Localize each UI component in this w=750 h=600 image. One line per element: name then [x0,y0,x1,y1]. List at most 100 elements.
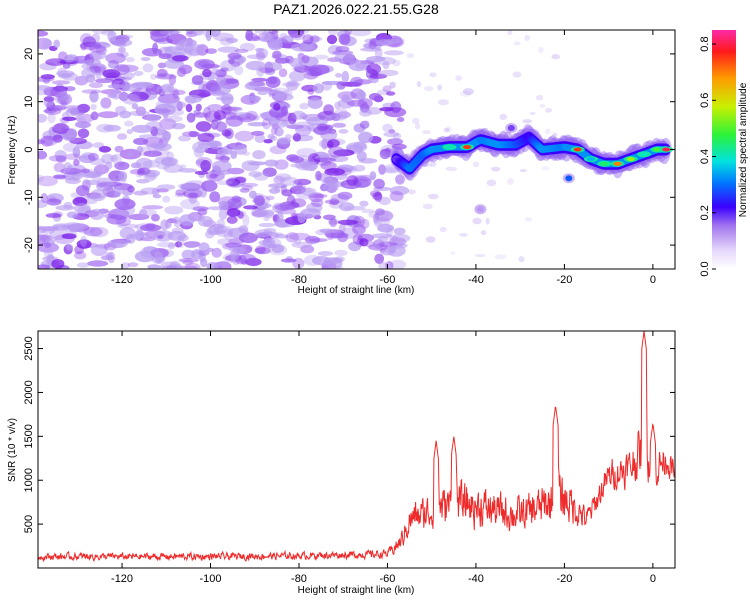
spectrogram-noise-cell [84,171,103,177]
spectrogram-noise-cell [294,238,302,245]
spectrogram-noise-cell [300,208,321,218]
spectrogram-noise-cell [279,32,288,39]
spectrogram-noise-cell [226,215,238,224]
spectrogram-noise-cell [113,64,130,75]
spectrogram-noise-cell [75,113,95,123]
spectrogram-noise-cell [373,239,385,249]
spectrogram-noise-cell [382,123,393,133]
spectrogram-peak-core [587,157,595,162]
spectrogram-noise-cell [391,235,399,243]
spectrogram-noise-cell [140,246,160,259]
spectrogram-noise-cell [38,37,52,50]
spectrogram-noise-cell [315,170,322,181]
spectrogram-noise-cell [262,237,276,249]
spectrogram-noise-cell [152,230,174,242]
spectrogram-noise-cell [178,265,198,269]
spectrogram-noise-cell [202,68,212,78]
spectrogram-noise-cell [289,156,304,164]
spectrogram-noise-cell [177,236,185,248]
spectrogram-noise-cell [263,139,273,144]
spectrogram-noise-cell [332,122,347,128]
spectrogram-noise-cell [334,51,356,64]
spectrogram-peak-core [573,147,582,152]
spectrogram-noise-cell [98,146,111,153]
spectrogram-noise-cell [262,30,271,40]
spectrogram-noise-cell [51,259,65,269]
spectrogram-noise-cell [254,229,273,238]
spectrogram-noise-cell [178,258,199,263]
spectrogram-noise-cell [322,183,339,192]
spectrogram-noise-cell [193,112,209,118]
spectrogram-noise-cell [450,251,456,255]
spectrogram-noise-cell [184,262,201,269]
spectrogram-noise-cell [184,180,206,189]
spectrogram-noise-cell [136,145,144,154]
y-tick-label: 500 [23,515,35,533]
spectrogram-noise-cell [350,76,364,87]
colorbar-tick-label: 0.0 [699,261,711,276]
spectrogram-noise-cell [338,129,349,134]
spectrogram-noise-cell [423,85,434,92]
spectrogram-noise-cell [247,122,268,127]
spectrogram-noise-cell [206,226,220,236]
colorbar-ticks: 0.0 0.2 0.4 0.6 0.8 [699,36,716,277]
spectrogram-noise-cell [156,68,168,78]
spectrogram-noise-cell [320,161,337,171]
spectrogram-noise-cell [45,213,62,218]
spectrogram-noise-cell [184,94,203,104]
spectrogram-noise-cell [324,199,340,205]
spectrogram-noise-cell [459,232,468,237]
spectrogram-peak-core [600,161,609,166]
spectrogram-noise-cell [372,192,383,201]
spectrogram-noise-cell [60,101,68,107]
spectrogram-noise-cell [359,238,369,247]
spectrogram-noise-cell [73,251,87,260]
spectrogram-noise-cell [352,224,366,235]
snr-y-label: SNR (10 * v/v) [7,418,18,482]
spectrogram-noise-cell [62,62,71,69]
spectrogram-noise-cell [267,133,275,140]
spectrogram-noise-cell [61,233,77,240]
spectrogram-noise-cell [425,236,436,243]
spectrogram-noise-cell [474,253,486,258]
spectrogram-peak-core [463,145,472,150]
spectrogram-noise-cell [269,145,287,155]
spectrogram-noise-cell [374,253,385,264]
spectrogram-noise-cell [328,265,344,269]
spectrogram-noise-cell [282,82,296,87]
x-tick-label: -20 [556,274,572,286]
y-tick-label: 1000 [23,468,35,492]
spectrogram-noise-cell [142,160,161,168]
spectrogram-noise-cell [396,117,405,122]
spectrogram-noise-cell [308,192,324,203]
spectrogram-noise-cell [139,224,162,232]
spectrogram-noise-cell [152,194,162,199]
spectrogram-noise-cell [373,178,385,189]
spectrogram-noise-cell [168,74,177,86]
spectrogram-noise-cell [302,34,314,45]
spectrogram-noise-cell [97,111,119,119]
spectrogram-noise-cell [107,30,117,42]
spectrogram-noise-cell [311,198,324,208]
spectrogram-noise-cell [307,88,315,95]
spectrogram-noise-cell [335,72,342,78]
spectrogram-noise-cell [288,232,311,241]
spectrogram-noise-cell [180,198,200,210]
spectrogram-noise-cell [292,121,315,132]
spectrogram-noise-cell [142,205,164,210]
spectrogram-noise-cell [80,235,88,248]
spectrogram-noise-cell [152,42,159,55]
spectrogram-noise-cell [287,30,298,35]
spectrogram-noise-cell [291,184,307,190]
spectrogram-noise-cell [297,30,305,34]
spectrogram-noise-cell [216,180,233,186]
spectrogram-noise-cell [107,84,125,89]
spectrogram-noise-cell [423,163,432,167]
spectrogram-noise-cell [142,63,154,73]
spectrogram-noise-cell [392,59,401,67]
spectrogram-noise-cell [323,257,343,264]
spectrogram-noise-cell [348,59,370,72]
spectrogram-noise-cell [499,113,508,120]
spectrogram-noise-cell [274,112,296,122]
